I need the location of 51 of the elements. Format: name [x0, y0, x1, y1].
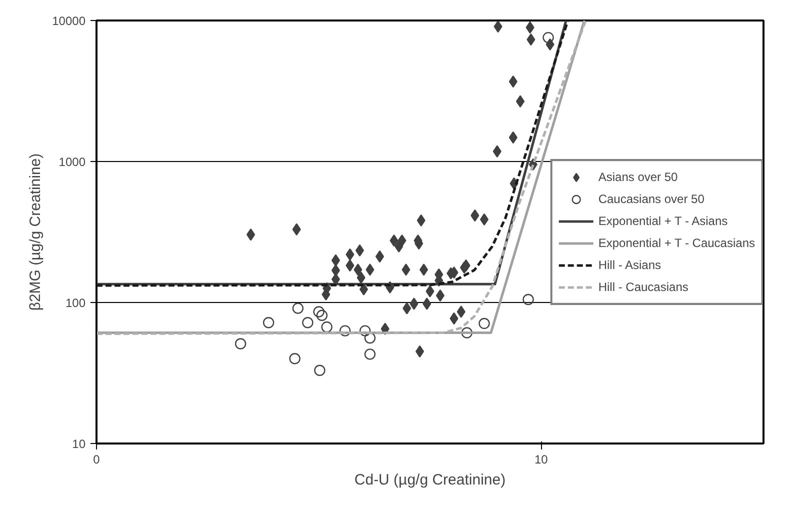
point [355, 244, 364, 257]
point [313, 306, 324, 318]
y-tick-label: 100 [65, 296, 86, 310]
legend-label: Exponential + T - Asians [598, 212, 728, 230]
point [234, 338, 246, 350]
point [331, 254, 340, 266]
point [394, 240, 404, 252]
legend-label: Asians over 50 [598, 168, 678, 186]
x-tick-label: 0 [93, 452, 100, 466]
legend-label: Caucasians over 50 [598, 190, 704, 208]
point [321, 321, 332, 333]
point [422, 298, 432, 310]
y-tick-label: 1000 [58, 155, 86, 169]
point [478, 318, 490, 330]
point [420, 264, 428, 276]
point [492, 145, 502, 158]
point [410, 298, 418, 310]
point [302, 317, 314, 328]
point [354, 264, 362, 276]
y-axis-title: β2MG (µg/g Creatinine) [27, 153, 44, 311]
point [316, 310, 328, 321]
point [262, 317, 274, 328]
y-tick-label: 10 [72, 437, 86, 451]
point [416, 345, 424, 358]
point [426, 285, 434, 298]
x-axis-title: Cd-U (µg/g Creatinine) [354, 472, 506, 488]
point [289, 353, 300, 364]
point [314, 364, 326, 376]
point [292, 302, 304, 314]
point [480, 213, 489, 226]
legend-label: Hill - Asians [598, 256, 662, 274]
point [542, 32, 554, 44]
point [292, 223, 301, 236]
point [375, 250, 384, 263]
point [359, 325, 371, 336]
y-tick-label: 10000 [52, 14, 86, 28]
point [494, 20, 502, 33]
point [364, 348, 376, 360]
point [522, 294, 534, 306]
point [516, 95, 525, 108]
point [402, 302, 412, 314]
point [461, 327, 473, 338]
point [331, 264, 340, 276]
point [456, 306, 466, 318]
legend-label: Exponential + T - Caucasians [598, 234, 755, 252]
point [356, 272, 366, 284]
point [339, 325, 351, 336]
legend-label: Hill - Caucasians [598, 278, 688, 296]
point [402, 264, 410, 276]
point [246, 228, 256, 241]
point [366, 264, 374, 276]
